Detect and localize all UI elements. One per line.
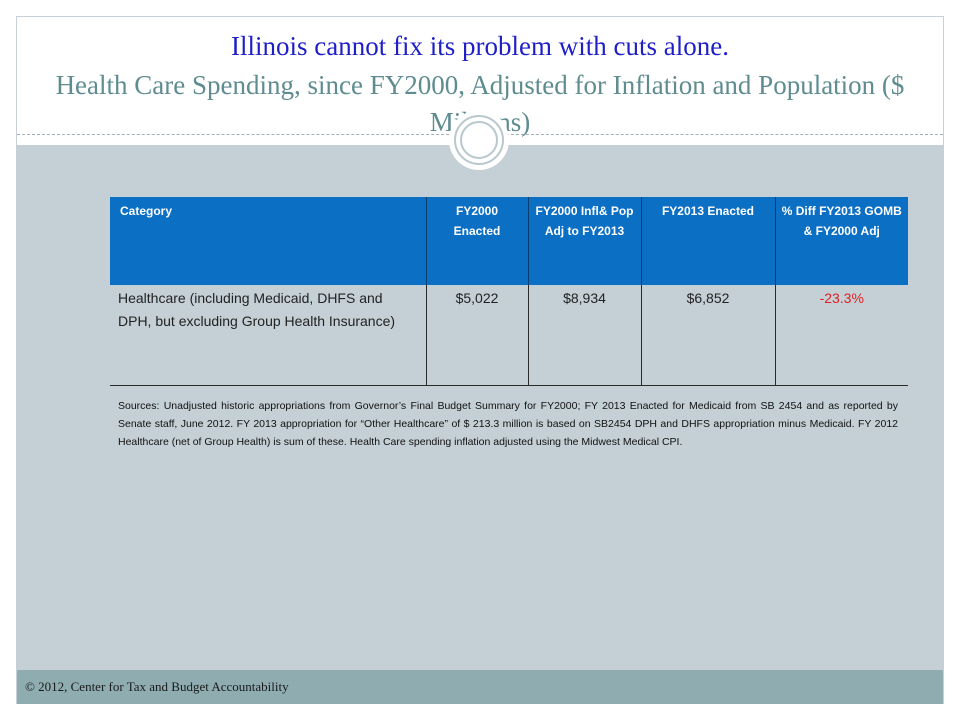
table-row: Healthcare (including Medicaid, DHFS and… — [110, 285, 908, 385]
cell-fy2000-enacted: $5,022 — [426, 285, 529, 385]
frame-border-right — [943, 16, 944, 704]
cell-pct-diff: -23.3% — [775, 285, 908, 385]
healthcare-spending-table: Category FY2000 Enacted FY2000 Infl& Pop… — [110, 197, 908, 386]
decorative-ring-inner — [460, 121, 498, 159]
column-header-fy2000-adjusted: FY2000 Infl& Pop Adj to FY2013 — [528, 197, 642, 285]
cell-fy2013-enacted: $6,852 — [641, 285, 776, 385]
slide-title: Illinois cannot fix its problem with cut… — [231, 31, 729, 61]
column-header-pct-diff: % Diff FY2013 GOMB & FY2000 Adj — [775, 197, 908, 285]
frame-border-left — [16, 16, 17, 704]
column-header-fy2000-enacted: FY2000 Enacted — [426, 197, 529, 285]
copyright-text: © 2012, Center for Tax and Budget Accoun… — [25, 679, 289, 694]
table-header-row: Category FY2000 Enacted FY2000 Infl& Pop… — [110, 197, 908, 285]
column-header-fy2013-enacted: FY2013 Enacted — [641, 197, 776, 285]
frame-border-top — [16, 16, 944, 17]
cell-fy2000-adjusted: $8,934 — [528, 285, 642, 385]
sources-note: Sources: Unadjusted historic appropriati… — [118, 400, 898, 448]
decorative-ring-outer — [454, 115, 504, 165]
column-header-category: Category — [110, 197, 427, 285]
slide-footer: © 2012, Center for Tax and Budget Accoun… — [17, 670, 943, 704]
cell-category: Healthcare (including Medicaid, DHFS and… — [110, 285, 427, 385]
